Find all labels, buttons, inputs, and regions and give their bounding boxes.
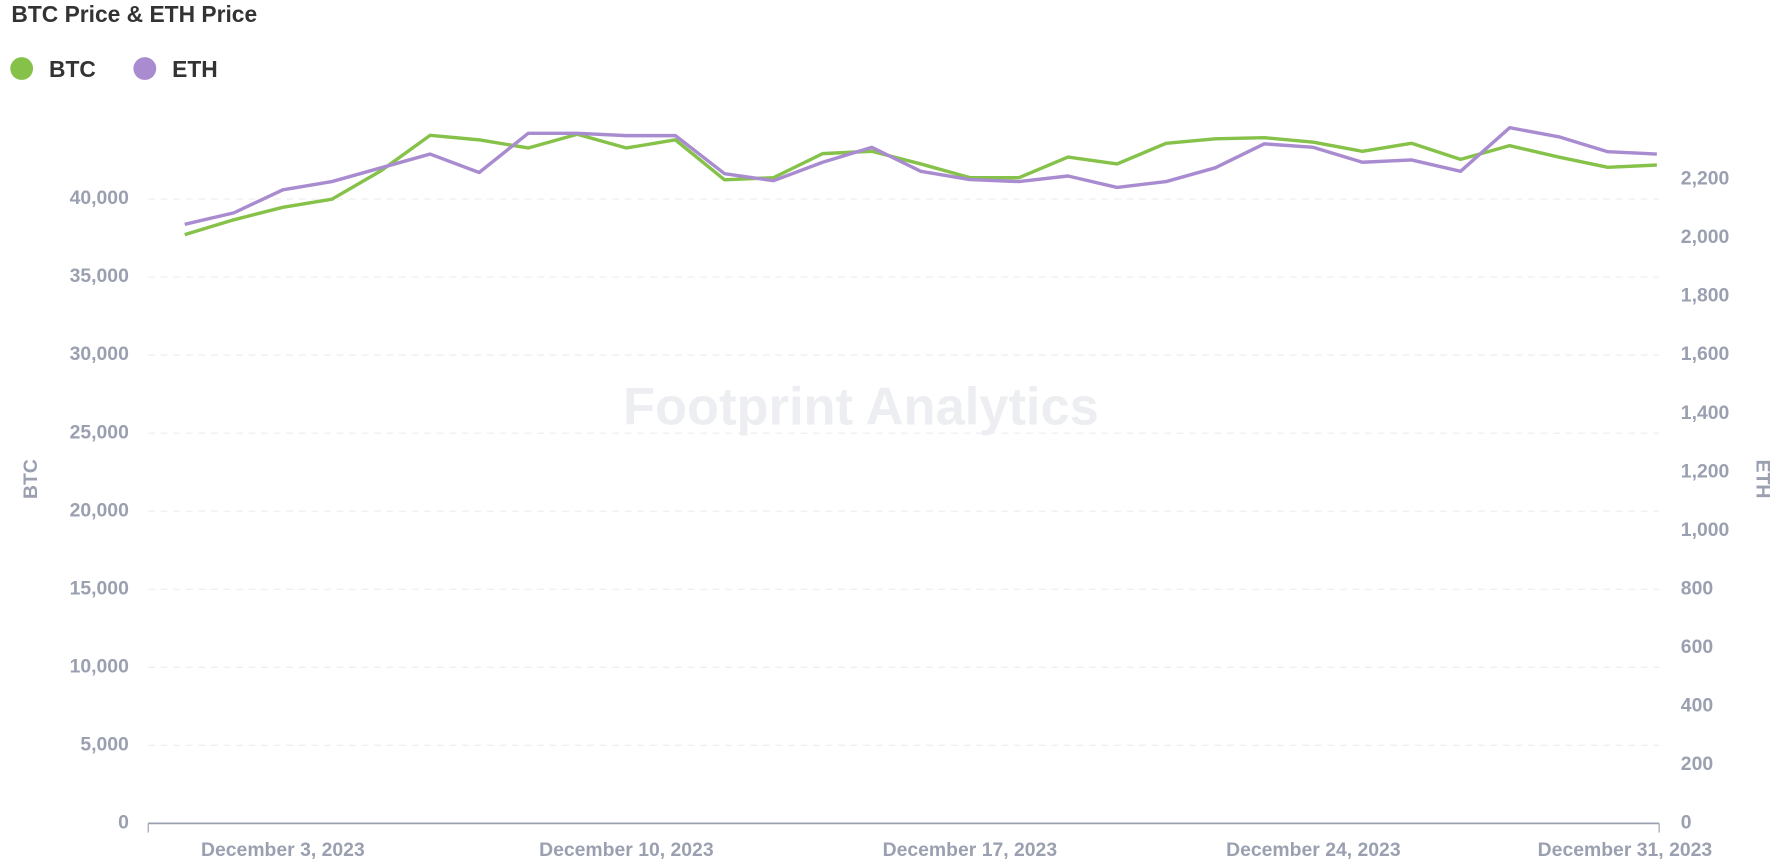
y-tick-label: 0 (118, 812, 129, 834)
y2-tick-label: 2,200 (1681, 168, 1730, 190)
y-tick-label: 30,000 (70, 343, 129, 365)
y2-tick-label: 1,800 (1681, 285, 1730, 307)
y2-tick-label: 1,600 (1681, 343, 1730, 365)
y-tick-label: 10,000 (70, 655, 129, 677)
y-tick-label: 5,000 (80, 733, 128, 755)
line-series (184, 126, 1657, 226)
x-tick-label: December 24, 2023 (1226, 839, 1401, 861)
y2-tick-label: 800 (1681, 577, 1713, 599)
watermark: Footprint Analytics (623, 378, 1099, 436)
y-tick-label: 20,000 (70, 499, 129, 521)
y2-tick-label: 1,000 (1681, 519, 1730, 541)
y-axis-title: BTC (20, 459, 42, 499)
x-tick-label: December 31, 2023 (1538, 839, 1713, 861)
y2-tick-label: 0 (1681, 812, 1692, 834)
y2-tick-label: 400 (1681, 694, 1713, 716)
legend-swatch (133, 57, 157, 80)
y2-tick-label: 200 (1681, 753, 1713, 775)
y2-tick-label: 600 (1681, 636, 1713, 658)
y2-tick-label: 1,200 (1681, 460, 1730, 482)
y2-tick-label: 1,400 (1681, 402, 1730, 424)
legend-swatch (10, 57, 34, 80)
y-tick-label: 15,000 (70, 577, 129, 599)
x-tick-label: December 17, 2023 (883, 839, 1058, 861)
x-tick-label: December 10, 2023 (539, 839, 714, 861)
y-tick-label: 40,000 (70, 187, 129, 209)
line-series (184, 132, 1657, 237)
y2-axis-title: ETH (1752, 460, 1774, 499)
chart-title: BTC Price & ETH Price (11, 1, 257, 27)
legend-label: ETH (172, 56, 218, 82)
y2-tick-label: 2,000 (1681, 226, 1730, 248)
x-tick-label: December 3, 2023 (201, 839, 365, 861)
y-tick-label: 35,000 (70, 265, 129, 287)
y-tick-label: 25,000 (70, 421, 129, 443)
legend-label: BTC (49, 56, 96, 82)
